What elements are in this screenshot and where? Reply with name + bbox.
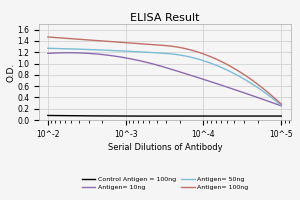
Text: Serial Dilutions of Antibody: Serial Dilutions of Antibody [108, 142, 222, 152]
Legend: Control Antigen = 100ng, Antigen= 10ng, Antigen= 50ng, Antigen= 100ng: Control Antigen = 100ng, Antigen= 10ng, … [79, 175, 251, 193]
Title: ELISA Result: ELISA Result [130, 13, 200, 23]
Y-axis label: O.D.: O.D. [7, 62, 16, 82]
